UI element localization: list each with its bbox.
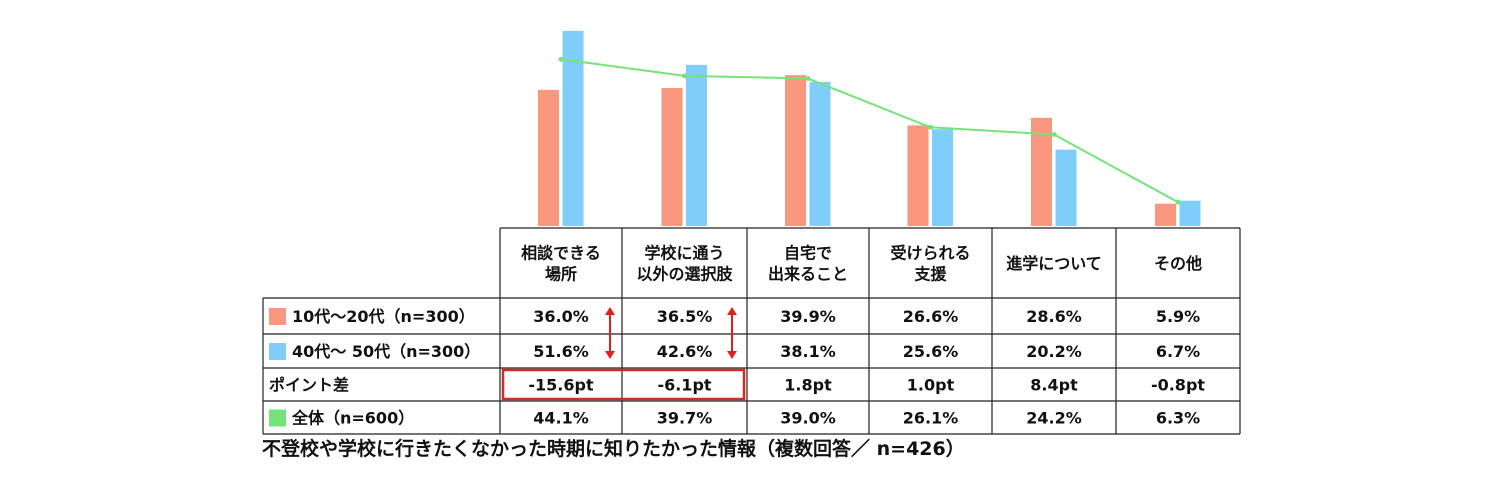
cell-value-2-3: 1.0pt (907, 376, 955, 395)
cell-value-2-0: -15.6pt (528, 376, 594, 395)
cell-value-1-3: 25.6% (903, 342, 959, 361)
diff-arrow-head-down-1 (727, 351, 737, 359)
line-point-4 (1051, 131, 1057, 137)
cell-value-3-1: 39.7% (657, 409, 713, 428)
chart-caption: 不登校や学校に行きたくなかった時期に知りたかった情報（複数回答／ n=426） (262, 438, 965, 460)
diff-arrow-head-down-0 (605, 351, 615, 359)
line-point-0 (558, 56, 564, 62)
category-label-3-0: 受けられる (890, 244, 970, 263)
bar-4050-5 (1179, 200, 1201, 226)
cell-value-0-4: 28.6% (1026, 307, 1082, 326)
cell-value-1-1: 42.6% (657, 342, 713, 361)
row-label-2: ポイント差 (269, 376, 349, 395)
row-label-1: 40代～ 50代（n=300） (292, 342, 480, 361)
cell-value-3-2: 39.0% (780, 409, 836, 428)
cell-value-0-5: 5.9% (1156, 307, 1200, 326)
bar-1020-1 (661, 87, 683, 226)
cell-value-3-4: 24.2% (1026, 409, 1082, 428)
bar-1020-0 (538, 89, 559, 226)
line-point-5 (1175, 199, 1181, 205)
diff-arrow-head-up-1 (727, 307, 737, 315)
line-point-2 (805, 76, 811, 82)
cell-value-3-5: 6.3% (1156, 409, 1200, 428)
cell-value-2-2: 1.8pt (784, 376, 832, 395)
line-all (560, 58, 1179, 204)
bar-1020-5 (1155, 203, 1176, 226)
bar-1020-4 (1031, 117, 1052, 226)
line-point-1 (682, 73, 687, 79)
cell-value-0-2: 39.9% (780, 307, 836, 326)
category-label-0-0: 相談できる (521, 244, 601, 263)
cell-value-0-3: 26.6% (903, 307, 959, 326)
cell-value-2-1: -6.1pt (657, 376, 711, 395)
line-point-3 (928, 124, 933, 130)
bar-4050-2 (809, 81, 831, 227)
highlight-box (501, 368, 746, 401)
legend-swatch-1 (269, 343, 286, 360)
category-label-2-1: 出来ること (768, 265, 848, 284)
diff-arrow-head-up-0 (605, 307, 615, 315)
category-label-4-0: 進学について (1006, 254, 1102, 273)
cell-value-1-0: 51.6% (533, 342, 589, 361)
cell-value-1-5: 6.7% (1156, 342, 1200, 361)
bar-4050-3 (932, 129, 953, 226)
category-label-0-1: 場所 (545, 265, 577, 284)
category-label-5-0: その他 (1154, 254, 1202, 273)
cell-value-0-0: 36.0% (533, 307, 589, 326)
cell-value-2-5: -0.8pt (1151, 376, 1205, 395)
category-label-3-1: 支援 (913, 265, 947, 284)
cell-value-2-4: 8.4pt (1030, 376, 1078, 395)
category-label-1-1: 以外の選択肢 (636, 265, 733, 284)
row-label-3: 全体（n=600） (291, 409, 414, 428)
row-label-0: 10代～20代（n=300） (292, 307, 475, 326)
bar-4050-0 (562, 30, 584, 226)
cell-value-1-2: 38.1% (780, 342, 836, 361)
bar-1020-3 (907, 125, 929, 226)
category-label-2-0: 自宅で (784, 244, 832, 263)
cell-value-0-1: 36.5% (657, 307, 713, 326)
category-label-1-0: 学校に通う (644, 244, 724, 263)
legend-swatch-0 (269, 308, 286, 325)
bar-1020-2 (785, 75, 806, 226)
bar-4050-1 (686, 64, 707, 226)
cell-value-1-4: 20.2% (1026, 342, 1082, 361)
cell-value-3-0: 44.1% (533, 409, 589, 428)
cell-value-3-3: 26.1% (903, 409, 959, 428)
legend-swatch-3 (269, 409, 286, 427)
bar-4050-4 (1055, 149, 1077, 226)
